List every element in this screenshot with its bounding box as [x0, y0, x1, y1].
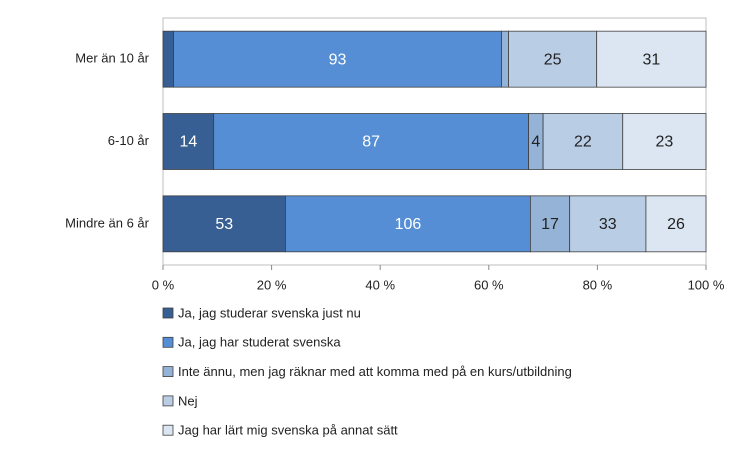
y-tick-label: Mindre än 6 år: [65, 215, 149, 230]
bar-segment: [542, 113, 624, 170]
bar-segment: [162, 195, 286, 253]
seg-label: 22: [574, 134, 592, 151]
legend-label: Jag har lärt mig svenska på annat sätt: [178, 423, 398, 438]
bar-segment: [501, 30, 509, 88]
bar-segment: [596, 30, 707, 88]
x-tick-label: 0 %: [152, 277, 175, 292]
legend-label: Ja, jag har studerat svenska: [178, 335, 341, 350]
seg-label: 25: [544, 51, 562, 68]
seg-label: 106: [395, 216, 422, 233]
y-tick-label: 6-10 år: [108, 133, 150, 148]
legend-swatch: [162, 307, 174, 319]
bar-segment: [569, 195, 647, 253]
bar-segment: [622, 113, 707, 170]
x-tick-label: 100 %: [688, 277, 725, 292]
bar-segment: [285, 195, 531, 253]
seg-label: 31: [642, 51, 660, 68]
seg-label: 14: [179, 134, 197, 151]
seg-label: 4: [531, 134, 540, 151]
bar-segment: [529, 195, 571, 253]
legend-swatch: [162, 395, 174, 407]
legend-swatch: [162, 424, 174, 436]
legend-swatch: [162, 336, 174, 348]
x-tick-label: 60 %: [474, 277, 504, 292]
x-tick-label: 40 %: [365, 277, 395, 292]
legend-label: Inte ännu, men jag räknar med att komma …: [178, 364, 572, 379]
x-tick-label: 80 %: [583, 277, 613, 292]
legend-label: Nej: [178, 393, 198, 408]
x-tick-label: 20 %: [257, 277, 287, 292]
bar-segment: [162, 113, 215, 170]
seg-label: 26: [667, 216, 685, 233]
bar-segment: [213, 113, 530, 170]
bar-segment: [508, 30, 598, 88]
seg-label: 93: [329, 51, 347, 68]
seg-label: 23: [655, 134, 673, 151]
seg-label: 17: [541, 216, 559, 233]
seg-label: 33: [599, 216, 617, 233]
bar-segment: [173, 30, 502, 88]
seg-label: 53: [215, 216, 233, 233]
legend-label: Ja, jag studerar svenska just nu: [178, 305, 361, 320]
bar-segment: [162, 30, 174, 88]
seg-label: 87: [362, 134, 380, 151]
y-tick-label: Mer än 10 år: [75, 51, 149, 66]
legend-swatch: [162, 366, 174, 378]
bar-segment: [645, 195, 707, 253]
